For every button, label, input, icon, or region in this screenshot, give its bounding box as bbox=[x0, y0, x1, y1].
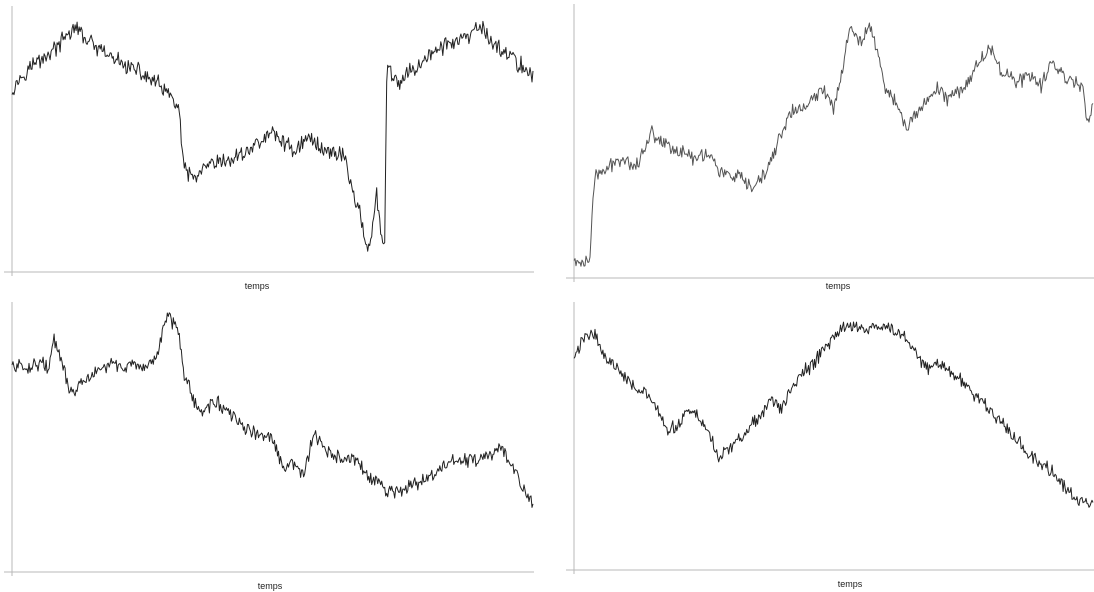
chart-1-x-axis-label: temps bbox=[245, 281, 270, 291]
chart-1-series-layer bbox=[11, 20, 534, 252]
chart-1-series-line bbox=[11, 20, 534, 252]
chart-top-right: temps bbox=[566, 4, 1094, 291]
chart-2-x-axis-label: temps bbox=[826, 281, 851, 291]
chart-3-series-line bbox=[11, 312, 534, 508]
chart-4-series-line bbox=[573, 321, 1094, 508]
chart-4-series-layer bbox=[573, 321, 1094, 508]
chart-bottom-left: temps bbox=[4, 302, 534, 591]
chart-4-x-axis-label: temps bbox=[838, 579, 863, 589]
chart-top-left: temps bbox=[4, 6, 534, 291]
chart-3-x-axis-label: temps bbox=[258, 581, 283, 591]
chart-bottom-right: temps bbox=[566, 302, 1094, 589]
chart-3-series-layer bbox=[11, 312, 534, 508]
chart-2-series-layer bbox=[573, 22, 1094, 267]
chart-2-series-line bbox=[573, 22, 1094, 267]
